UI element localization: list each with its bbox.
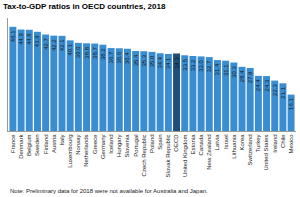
svg-text:United Kingdom: United Kingdom: [182, 134, 188, 177]
svg-text:33.2: 33.2: [190, 59, 196, 71]
svg-text:35.0: 35.0: [149, 55, 155, 67]
svg-text:38.7: 38.7: [92, 47, 98, 59]
svg-text:Luxembourg: Luxembourg: [67, 134, 73, 167]
svg-text:42.7: 42.7: [43, 38, 49, 50]
svg-text:Israel: Israel: [223, 134, 229, 149]
svg-text:Italy: Italy: [59, 134, 65, 145]
svg-text:Poland: Poland: [149, 134, 155, 153]
svg-text:Iceland: Iceland: [108, 134, 114, 153]
svg-text:34.1: 34.1: [165, 57, 171, 69]
svg-text:Austria: Austria: [51, 134, 57, 153]
svg-text:Ireland: Ireland: [272, 134, 278, 152]
svg-text:43.9: 43.9: [34, 35, 40, 47]
svg-text:42.2: 42.2: [51, 39, 57, 51]
svg-text:31.4: 31.4: [214, 63, 220, 75]
svg-text:Spain: Spain: [157, 134, 163, 149]
svg-text:Turkey: Turkey: [255, 134, 261, 152]
svg-text:Greece: Greece: [92, 134, 98, 154]
svg-text:Switzerland: Switzerland: [247, 134, 253, 165]
svg-text:France: France: [10, 134, 16, 153]
svg-text:Norway: Norway: [75, 134, 81, 154]
svg-text:34.4: 34.4: [157, 56, 163, 68]
svg-text:21.1: 21.1: [280, 86, 286, 98]
svg-text:Finland: Finland: [43, 134, 49, 154]
svg-text:Canada: Canada: [198, 134, 204, 156]
svg-text:16.1: 16.1: [288, 98, 294, 110]
svg-text:Denmark: Denmark: [18, 133, 24, 158]
svg-text:33.5: 33.5: [182, 58, 188, 70]
svg-text:35.3: 35.3: [141, 54, 147, 66]
svg-text:42.1: 42.1: [59, 39, 65, 51]
svg-text:Czech Republic: Czech Republic: [141, 134, 147, 176]
svg-text:35.4: 35.4: [133, 54, 139, 66]
svg-text:Slovenia: Slovenia: [124, 134, 130, 158]
svg-text:United States: United States: [264, 134, 270, 170]
svg-text:New Zealand: New Zealand: [206, 134, 212, 169]
svg-text:Lithuania: Lithuania: [231, 134, 237, 159]
svg-text:28.4: 28.4: [239, 70, 245, 82]
svg-text:36.4: 36.4: [124, 52, 130, 64]
svg-text:36.6: 36.6: [116, 51, 122, 63]
svg-text:44.8: 44.8: [26, 33, 32, 45]
svg-text:24.4: 24.4: [255, 79, 261, 91]
svg-text:Slovak Republic: Slovak Republic: [165, 134, 171, 177]
svg-text:Mexico: Mexico: [288, 134, 294, 154]
svg-text:24.3: 24.3: [264, 79, 270, 91]
svg-text:30.3: 30.3: [231, 66, 237, 78]
svg-text:44.9: 44.9: [18, 33, 24, 45]
svg-text:Note: Preliminary data for 201: Note: Preliminary data for 2018 were not…: [10, 188, 208, 194]
svg-text:32.7: 32.7: [206, 60, 212, 72]
svg-text:39.0: 39.0: [75, 46, 81, 58]
svg-text:Belgium: Belgium: [26, 134, 32, 156]
svg-text:Latvia: Latvia: [214, 134, 220, 151]
svg-text:Hungary: Hungary: [116, 134, 122, 157]
svg-text:33.0: 33.0: [198, 59, 204, 71]
svg-text:Portugal: Portugal: [133, 134, 139, 156]
svg-text:Netherlands: Netherlands: [84, 134, 90, 166]
svg-text:38.8: 38.8: [84, 46, 90, 58]
svg-text:Estonia: Estonia: [190, 134, 196, 155]
svg-text:38.2: 38.2: [100, 48, 106, 60]
svg-text:Korea: Korea: [239, 134, 245, 151]
svg-text:34.3: 34.3: [174, 56, 180, 68]
svg-text:Tax-to-GDP ratios in OECD coun: Tax-to-GDP ratios in OECD countries, 201…: [3, 2, 166, 11]
svg-text:40.1: 40.1: [67, 43, 73, 55]
svg-text:22.3: 22.3: [272, 84, 278, 96]
svg-text:31.1: 31.1: [223, 64, 229, 76]
svg-text:OECD: OECD: [174, 134, 180, 152]
svg-text:Sweden: Sweden: [34, 134, 40, 156]
svg-text:Germany: Germany: [100, 134, 106, 159]
svg-text:36.7: 36.7: [108, 51, 114, 63]
svg-text:46.1: 46.1: [10, 30, 16, 42]
svg-text:27.9: 27.9: [247, 71, 253, 83]
svg-text:Chile: Chile: [280, 134, 286, 148]
